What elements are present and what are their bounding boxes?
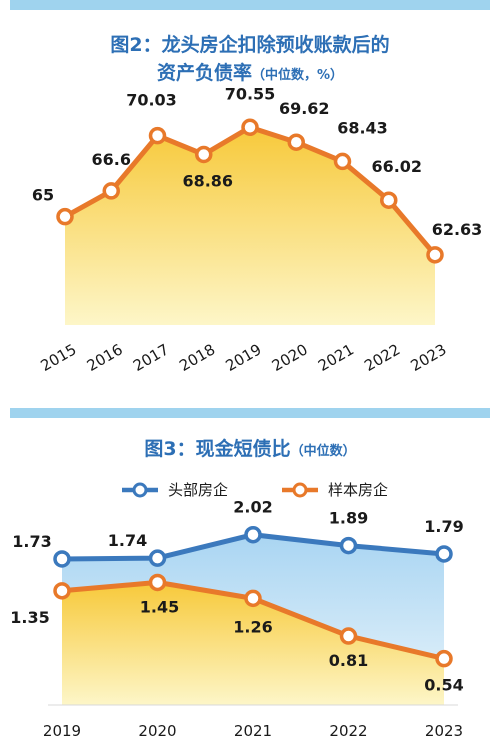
- legend-marker-1: [292, 482, 308, 498]
- chart2-area-fill-yellow: [62, 582, 444, 705]
- chart1-point-2021: [333, 152, 352, 171]
- chart2-value-label-blue-2021: 2.02: [233, 498, 272, 517]
- chart2-value-label-blue-2020: 1.74: [108, 531, 147, 550]
- chart2-value-label-blue-2022: 1.89: [329, 509, 368, 528]
- chart1-point-2022: [380, 191, 398, 209]
- chart1-value-label-2019: 70.55: [225, 84, 276, 103]
- chart2-title-text: 图3：现金短债比: [144, 438, 291, 460]
- chart2-x-tick-2021: 2021: [234, 722, 272, 740]
- chart2-x-tick-2023: 2023: [425, 722, 463, 740]
- chart1-point-2017: [148, 126, 167, 145]
- chart2-point-blue-2022: [339, 536, 358, 555]
- chart1-point-2018: [195, 145, 213, 164]
- legend-label-0: 头部房企: [168, 481, 228, 499]
- chart2-point-orange-2020: [148, 573, 167, 592]
- chart2-point-blue-2019: [53, 550, 71, 568]
- chart2-point-orange-2022: [339, 627, 358, 645]
- chart2-point-blue-2021: [244, 525, 262, 544]
- chart1-title-note: （中位数，%）: [251, 68, 344, 83]
- legend-label-1: 样本房企: [328, 481, 388, 499]
- chart1-value-label-2018: 68.86: [182, 171, 233, 190]
- chart1-area-fill: [65, 127, 435, 325]
- chart2-x-tick-2019: 2019: [43, 722, 81, 740]
- chart1-value-label-2017: 70.03: [126, 91, 177, 110]
- chart1-title-text: 图2：龙头房企扣除预收账款后的: [110, 34, 390, 56]
- chart1-title-line2-text: 资产负债率: [156, 62, 252, 84]
- chart2-value-label-blue-2023: 1.79: [424, 517, 463, 536]
- chart1-value-label-2020: 69.62: [279, 99, 330, 118]
- chart2-point-blue-2020: [148, 549, 167, 567]
- chart2-point-orange-2021: [244, 589, 262, 608]
- chart1-point-2020: [287, 133, 305, 151]
- chart1-value-label-2022: 66.02: [371, 157, 422, 176]
- chart2-value-label-orange-2021: 1.26: [233, 617, 272, 636]
- chart2-value-label-blue-2019: 1.73: [12, 532, 51, 551]
- chart1-point-2019: [241, 118, 259, 136]
- chart2-value-label-orange-2019: 1.35: [10, 608, 49, 627]
- chart2-title-note: （中位数）: [290, 444, 356, 459]
- chart1-value-label-2015: 65: [32, 186, 54, 205]
- chart1-point-2015: [56, 207, 74, 226]
- legend-marker-0: [132, 482, 148, 498]
- chart2-x-tick-2020: 2020: [138, 722, 176, 740]
- chart2-value-label-orange-2022: 0.81: [329, 651, 368, 670]
- chart2-value-label-orange-2020: 1.45: [140, 597, 179, 616]
- chart2-x-tick-2022: 2022: [329, 722, 367, 740]
- chart1-point-2023: [426, 246, 444, 264]
- chart1-title: 图2：龙头房企扣除预收账款后的: [0, 30, 500, 57]
- chart1-value-label-2016: 66.6: [92, 150, 131, 169]
- chart2-value-label-orange-2023: 0.54: [424, 676, 463, 695]
- chart1-point-2016: [102, 182, 120, 200]
- chart2-point-orange-2019: [53, 582, 71, 600]
- chart1-value-label-2023: 62.63: [432, 220, 483, 239]
- mid-decor-band: [10, 408, 490, 418]
- chart2-point-orange-2023: [435, 649, 453, 668]
- chart1-title-line2: 资产负债率（中位数，%）: [0, 58, 500, 85]
- chart2-point-blue-2023: [435, 545, 453, 563]
- chart1-value-label-2021: 68.43: [337, 118, 388, 137]
- chart2-title: 图3：现金短债比（中位数）: [0, 434, 500, 461]
- top-decor-band: [10, 0, 490, 10]
